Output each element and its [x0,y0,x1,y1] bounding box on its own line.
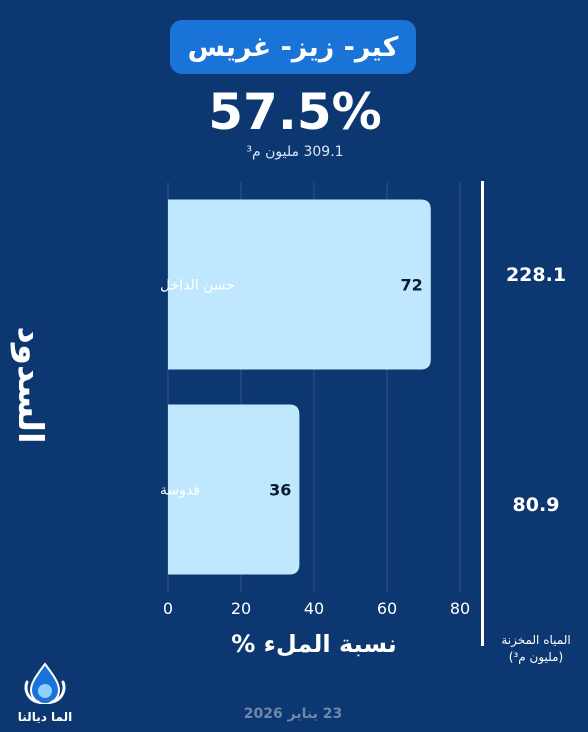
x-tick-label: 20 [231,599,251,618]
category-label: حسن الداخل [160,278,235,294]
stored-value-hassan-dakhil: 228.1 [505,264,567,286]
logo: الما ديالنا [14,660,76,724]
total-capacity: 309.1 مليون م³ [246,144,344,160]
bar-value-label: 72 [401,276,423,295]
stored-value-kadoussa: 80.9 [512,494,560,516]
logo-text: الما ديالنا [17,710,73,724]
x-tick-label: 0 [163,599,173,618]
category-label: قدوسة [160,483,200,499]
x-tick-label: 40 [304,599,324,618]
water-drop-icon [24,662,66,705]
x-axis-label: نسبة الملء % [231,630,397,658]
bar-value-label: 36 [269,481,291,500]
date-label: 23 يناير 2026 [243,706,343,722]
column-divider [481,181,484,646]
stored-water-label: المياه المخزنة (مليون م³) [501,633,571,664]
bar [168,404,300,575]
bar [168,199,431,370]
x-tick-label: 60 [377,599,397,618]
chart-title: كير- زيز- غريس [170,20,416,74]
fill-percentage: 57.5% [208,83,382,141]
x-tick-label: 80 [450,599,470,618]
